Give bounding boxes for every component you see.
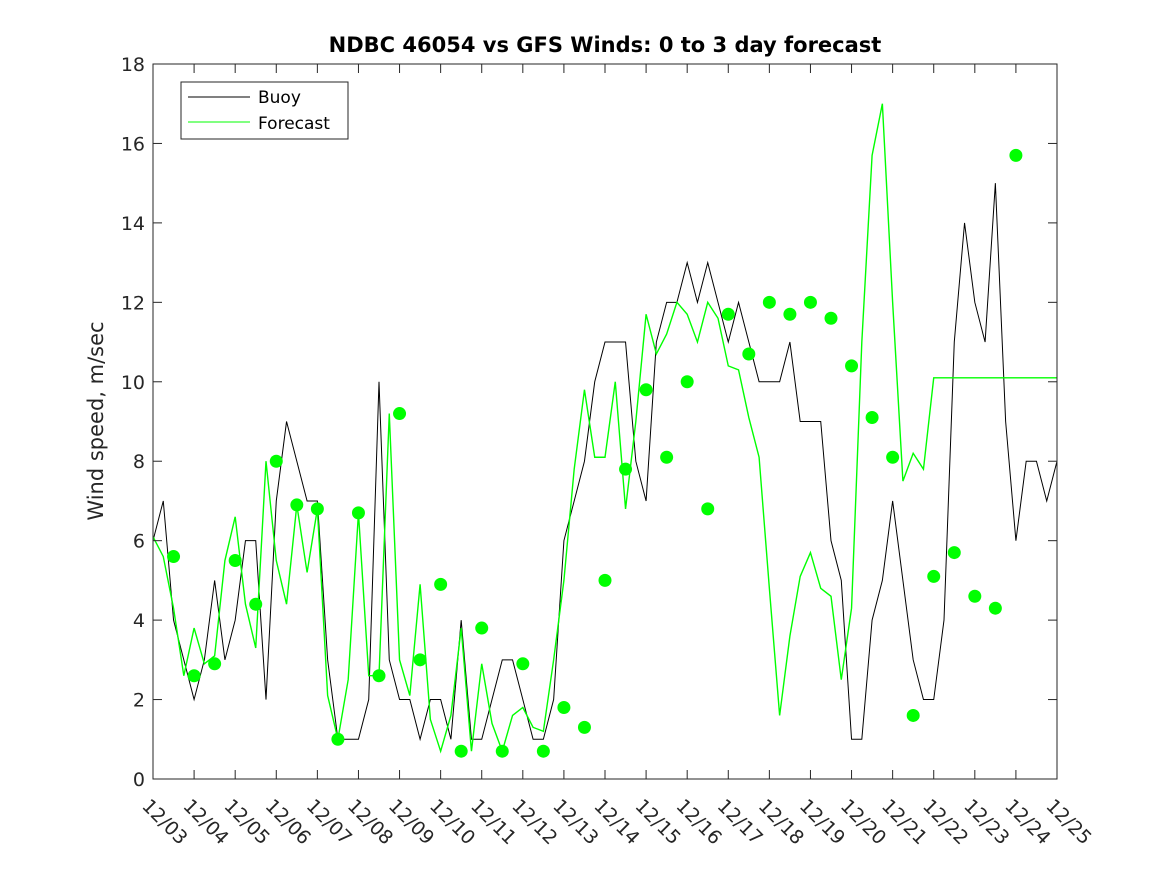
y-tick-label: 2 [133,690,145,712]
x-tick-label: 12/06 [261,795,315,849]
forecast-marker [721,307,735,321]
x-tick-label: 12/04 [179,795,233,849]
x-tick-label: 12/21 [877,795,931,849]
forecast-marker [947,546,961,560]
marker-layer [167,148,1023,758]
x-tick-label: 12/14 [589,795,643,849]
y-axis-ticks: 0 2 4 6 8 10 12 14 16 18 [121,54,1057,791]
forecast-marker [988,601,1002,615]
x-tick-label: 12/17 [713,795,767,849]
forecast-marker [269,454,283,468]
forecast-marker [536,744,550,758]
y-tick-label: 18 [121,54,145,76]
forecast-marker [372,669,386,683]
y-tick-label: 0 [133,769,145,791]
x-tick-label: 12/16 [672,795,726,849]
forecast-marker [906,708,920,722]
y-tick-label: 12 [121,292,145,314]
x-tick-label: 12/24 [1000,795,1054,849]
forecast-marker [660,450,674,464]
y-tick-label: 8 [133,451,145,473]
forecast-marker [413,653,427,667]
forecast-marker [1009,148,1023,162]
y-tick-label: 4 [133,610,145,632]
forecast-marker [845,359,859,373]
x-tick-label: 12/10 [425,795,479,849]
chart-title: NDBC 46054 vs GFS Winds: 0 to 3 day fore… [329,33,882,57]
legend-forecast-label: Forecast [258,114,330,134]
x-tick-label: 12/18 [754,795,808,849]
forecast-marker [803,295,817,309]
forecast-marker [495,744,509,758]
x-tick-label: 12/19 [795,795,849,849]
plot-frame [152,63,1058,780]
forecast-marker [598,573,612,587]
forecast-marker [742,347,756,361]
y-tick-label: 14 [121,213,145,235]
x-tick-label: 12/20 [836,795,890,849]
legend-box [180,81,349,140]
forecast-marker [393,407,407,421]
forecast-marker [434,577,448,591]
forecast-marker [701,502,715,516]
x-tick-label: 12/05 [220,795,274,849]
forecast-marker [351,506,365,520]
y-tick-label: 16 [121,133,145,155]
x-tick-label: 12/07 [302,795,356,849]
forecast-marker [331,732,345,746]
forecast-marker [208,657,222,671]
forecast-marker [454,744,468,758]
x-tick-label: 12/25 [1041,795,1095,849]
x-tick-label: 12/22 [918,795,972,849]
forecast-marker [475,621,489,635]
forecast-marker [577,720,591,734]
forecast-marker [310,502,324,516]
x-tick-label: 12/11 [466,795,520,849]
x-axis-ticks: 12/0312/0412/0512/0612/0712/0812/0912/10… [137,64,1096,849]
x-tick-label: 12/03 [137,795,191,849]
forecast-marker [516,657,530,671]
x-tick-label: 12/13 [548,795,602,849]
legend: Buoy Forecast [180,81,349,140]
forecast-marker [865,411,879,425]
forecast-marker [167,550,181,564]
forecast-marker [886,450,900,464]
series-layer [152,103,1058,754]
forecast-marker [762,295,776,309]
y-axis-label: Wind speed, m/sec [84,321,108,520]
forecast-marker [557,701,571,714]
y-tick-label: 10 [121,372,145,394]
x-tick-label: 12/12 [507,795,561,849]
forecast-marker [968,589,982,603]
y-tick-label: 6 [133,531,145,553]
forecast-marker [783,307,797,321]
forecast-marker [824,311,838,325]
forecast-marker [927,569,941,583]
forecast-marker [619,462,633,476]
forecast-marker [249,597,263,611]
forecast-marker [639,383,653,397]
legend-buoy-label: Buoy [258,88,301,108]
x-tick-label: 12/15 [631,795,685,849]
forecast-marker [680,375,694,389]
x-tick-label: 12/23 [959,795,1013,849]
x-tick-label: 12/08 [343,795,397,849]
series-line-forecast [152,103,1057,754]
forecast-marker [290,498,304,512]
forecast-marker [228,554,242,568]
x-tick-label: 12/09 [384,795,438,849]
forecast-marker [187,669,201,683]
series-line-buoy [152,183,1058,742]
